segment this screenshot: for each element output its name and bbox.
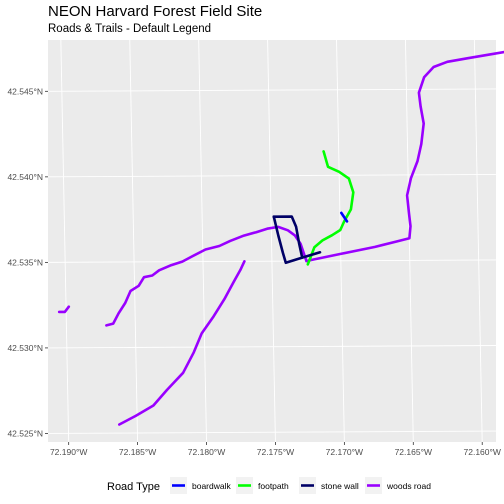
map-roads xyxy=(57,50,504,426)
map-gridlines xyxy=(47,39,497,443)
gridline-lon xyxy=(473,39,483,443)
y-tick-label: 42.525°N xyxy=(7,428,43,438)
x-tick-label: 72.180°W xyxy=(188,447,225,457)
footpath-line xyxy=(306,150,355,266)
map-title: NEON Harvard Forest Field Site xyxy=(48,3,262,20)
gridline-lon xyxy=(336,39,345,443)
gridline-lat xyxy=(47,430,497,434)
gridline-lon xyxy=(198,39,207,443)
x-tick-label: 72.160°W xyxy=(464,447,501,457)
legend-label: stone wall xyxy=(321,481,359,491)
y-tick-label: 42.530°N xyxy=(7,343,43,353)
boardwalk-line xyxy=(340,211,349,223)
x-tick-label: 72.165°W xyxy=(395,447,432,457)
legend-label: boardwalk xyxy=(192,481,231,491)
map-panel xyxy=(48,40,496,442)
map-subtitle: Roads & Trails - Default Legend xyxy=(48,23,211,35)
woods-road-line xyxy=(118,260,246,426)
x-tick-label: 72.175°W xyxy=(257,447,294,457)
woods-road-line xyxy=(105,225,308,327)
x-tick-label: 72.170°W xyxy=(326,447,363,457)
gridline-lon xyxy=(405,39,414,443)
x-axis: 72.190°W 72.185°W 72.180°W 72.175°W 72.170°W… xyxy=(50,442,501,457)
y-tick-label: 42.535°N xyxy=(7,257,43,267)
gridline-lat xyxy=(47,173,497,178)
x-tick-label: 72.185°W xyxy=(119,447,156,457)
legend-label: footpath xyxy=(258,481,289,491)
y-tick-label: 42.540°N xyxy=(7,172,43,182)
y-tick-label: 42.545°N xyxy=(7,86,43,96)
woods-road-line xyxy=(305,50,504,263)
gridline-lon xyxy=(129,39,139,443)
legend-title: Road Type xyxy=(107,481,160,493)
gridline-lon xyxy=(60,39,70,443)
gridline-lon xyxy=(267,39,276,443)
stone-wall-line xyxy=(272,215,322,265)
gridline-lat xyxy=(47,345,497,349)
y-axis: 42.525°N 42.530°N 42.535°N 42.540°N 42.545°N xyxy=(7,86,48,438)
legend-label: woods road xyxy=(386,481,431,491)
woods-road-line xyxy=(57,305,71,314)
stone-wall-line xyxy=(272,215,304,259)
gridline-lat xyxy=(47,259,497,263)
x-tick-label: 72.190°W xyxy=(50,447,87,457)
legend: Road Type boardwalk footpath stone wall woo… xyxy=(107,477,431,494)
